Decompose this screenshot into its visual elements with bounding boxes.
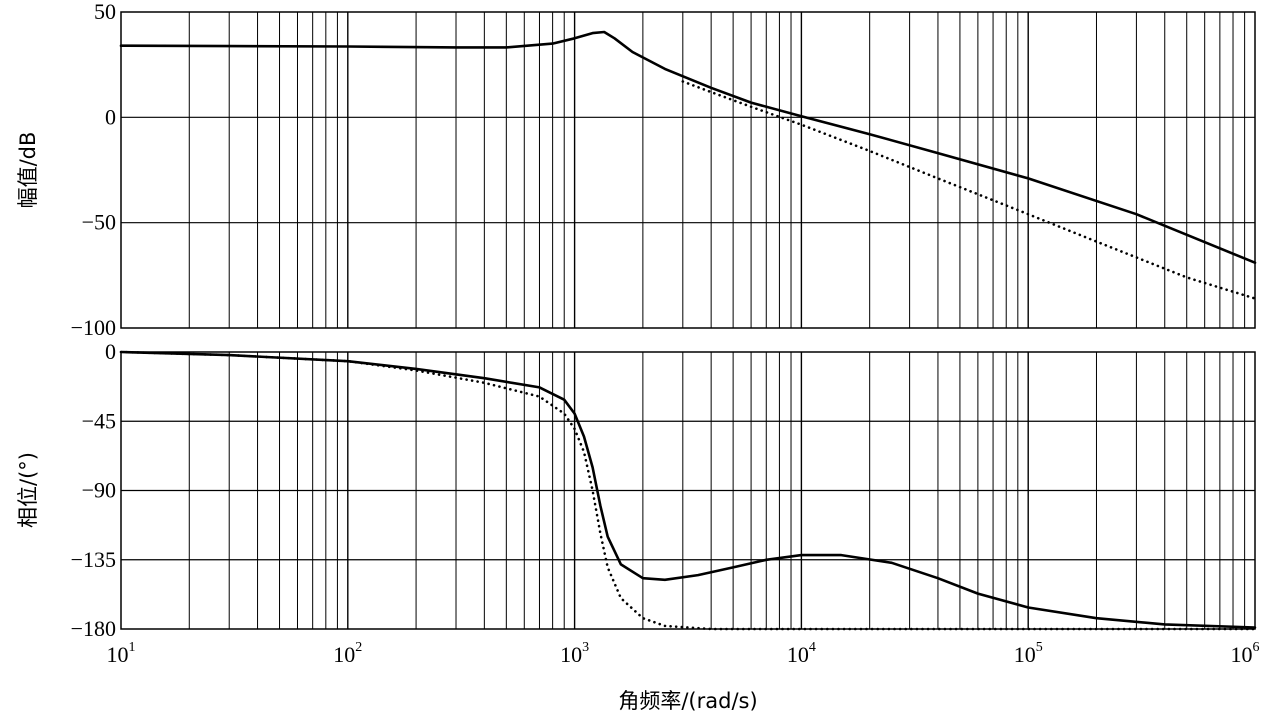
x-tick-label: 101 [107, 640, 136, 667]
x-tick-label: 104 [787, 640, 816, 667]
magnitude-series [119, 30, 1257, 300]
magnitude-grid [121, 12, 1255, 328]
y-tick-label: −90 [82, 478, 116, 503]
phase-y-tick-labels: 0 −45 −90 −135 −180 [71, 339, 116, 641]
series-solid-line [119, 30, 1257, 264]
y-tick-label: −100 [71, 315, 116, 340]
phase-series [119, 350, 1257, 631]
x-tick-label: 106 [1231, 640, 1260, 667]
y-tick-label: −45 [82, 408, 116, 433]
y-tick-label: −135 [71, 547, 116, 572]
y-tick-label: −180 [71, 616, 116, 641]
series-dotted-line [119, 350, 1257, 631]
magnitude-panel: 50 0 −50 −100 幅值/dB [16, 0, 1257, 340]
phase-x-tick-labels: 101 102 103 104 105 106 [107, 640, 1260, 667]
magnitude-y-axis-label: 幅值/dB [16, 132, 40, 209]
series-dotted-line [681, 80, 1257, 300]
y-tick-label: 50 [94, 0, 116, 24]
y-tick-label: 0 [105, 104, 116, 129]
magnitude-y-tick-labels: 50 0 −50 −100 [71, 0, 116, 340]
x-axis-label: 角频率/(rad/s) [618, 689, 757, 713]
y-tick-label: 0 [105, 339, 116, 364]
x-tick-label: 103 [560, 640, 589, 667]
y-tick-label: −50 [82, 210, 116, 235]
phase-y-axis-label: 相位/(°) [16, 452, 40, 528]
phase-grid [121, 352, 1255, 629]
x-tick-label: 102 [333, 640, 362, 667]
magnitude-frame [120, 11, 1256, 329]
x-tick-label: 105 [1014, 640, 1043, 667]
series-solid-line [119, 350, 1257, 629]
phase-frame [120, 351, 1256, 630]
phase-panel: 0 −45 −90 −135 −180 101 102 103 104 105 106 相位/(°… [16, 339, 1260, 713]
